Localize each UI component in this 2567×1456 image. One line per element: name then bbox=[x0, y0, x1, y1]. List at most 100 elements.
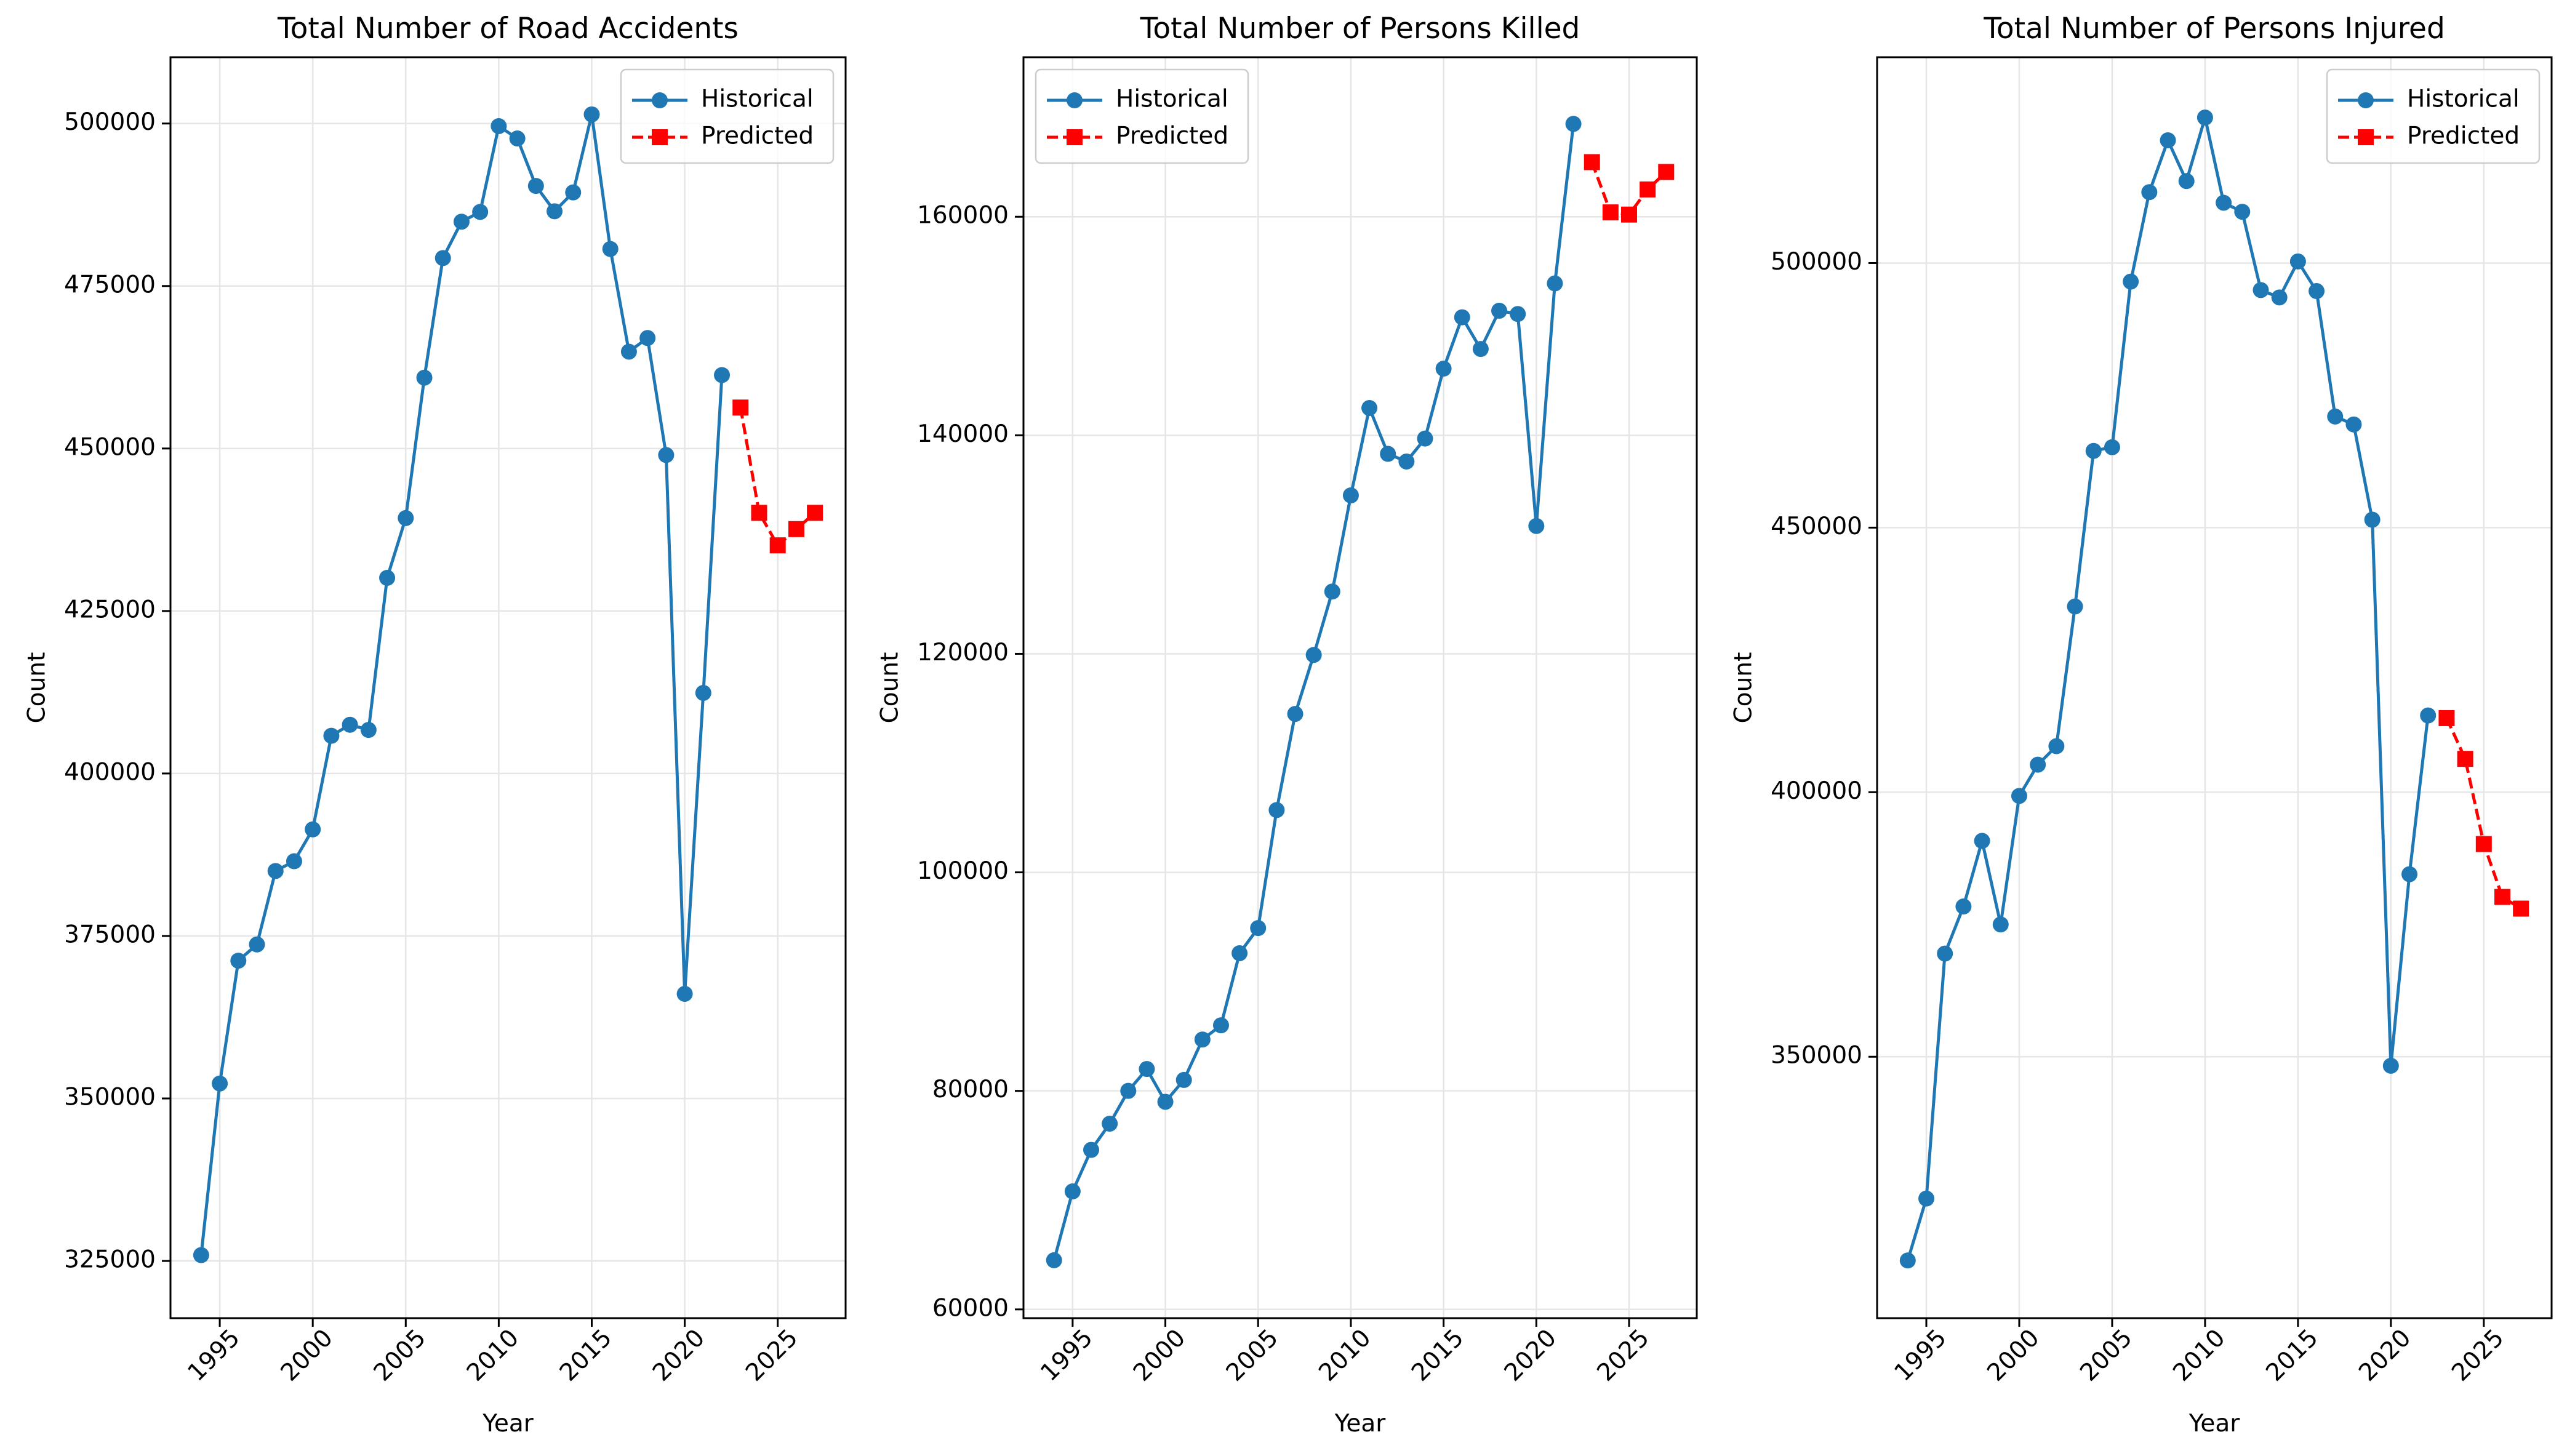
legend-marker-predicted bbox=[2358, 129, 2374, 145]
y-tick-label: 400000 bbox=[64, 758, 156, 786]
historical-point bbox=[398, 510, 414, 526]
historical-point bbox=[2067, 598, 2083, 615]
x-axis-label: Year bbox=[2189, 1410, 2241, 1438]
x-tick-label: 1995 bbox=[1889, 1324, 1952, 1387]
historical-point bbox=[676, 985, 693, 1002]
y-tick-label: 450000 bbox=[1771, 513, 1862, 540]
predicted-point bbox=[2513, 900, 2529, 917]
historical-point bbox=[1231, 945, 1248, 961]
legend-label: Predicted bbox=[1116, 122, 1228, 150]
historical-point bbox=[1510, 306, 1526, 322]
historical-point bbox=[1417, 430, 1433, 447]
historical-point bbox=[267, 863, 284, 879]
predicted-point bbox=[1640, 181, 1656, 198]
historical-point bbox=[2216, 194, 2232, 211]
legend-marker-historical bbox=[1067, 92, 1083, 108]
x-tick-label: 2020 bbox=[647, 1324, 710, 1387]
historical-point bbox=[342, 716, 358, 733]
historical-point bbox=[2085, 442, 2102, 459]
historical-point bbox=[1380, 446, 1396, 462]
historical-point bbox=[1287, 706, 1304, 722]
historical-point bbox=[230, 953, 247, 969]
y-tick-label: 350000 bbox=[1771, 1042, 1862, 1070]
historical-point bbox=[2234, 204, 2251, 220]
historical-point bbox=[212, 1075, 228, 1092]
chart-title: Total Number of Persons Killed bbox=[1140, 12, 1580, 46]
historical-point bbox=[658, 447, 675, 463]
y-axis-label: Count bbox=[23, 652, 51, 724]
x-tick-label: 2005 bbox=[2075, 1324, 2138, 1387]
legend-box bbox=[620, 68, 835, 164]
historical-point bbox=[1102, 1115, 1118, 1132]
historical-point bbox=[1361, 399, 1378, 416]
legend: Historical Predicted bbox=[620, 68, 835, 164]
x-tick-label: 2000 bbox=[1982, 1324, 2045, 1387]
x-axis-label: Year bbox=[1334, 1410, 1387, 1438]
historical-point bbox=[2160, 132, 2176, 148]
y-tick-label: 425000 bbox=[64, 596, 156, 623]
predicted-point bbox=[732, 399, 749, 416]
historical-point bbox=[1139, 1061, 1155, 1078]
historical-point bbox=[1937, 945, 1953, 962]
historical-point bbox=[1398, 453, 1415, 470]
y-tick-label: 80000 bbox=[932, 1076, 1009, 1103]
historical-point bbox=[2289, 253, 2306, 270]
historical-point bbox=[2011, 788, 2027, 804]
historical-point bbox=[1342, 487, 1359, 504]
historical-point bbox=[1064, 1183, 1081, 1200]
historical-point bbox=[1046, 1252, 1062, 1268]
historical-point bbox=[639, 330, 656, 346]
historical-point bbox=[1194, 1031, 1211, 1048]
x-tick-label: 2000 bbox=[1128, 1324, 1191, 1387]
subplot-persons-killed: 1995 2000 2005 2010 2015 2020 2025 60000 80000 10… bbox=[876, 12, 1698, 1438]
historical-point bbox=[2309, 283, 2325, 300]
historical-point bbox=[583, 106, 600, 122]
legend-marker-predicted bbox=[1067, 129, 1083, 145]
chart-title: Total Number of Persons Injured bbox=[1983, 12, 2445, 46]
historical-point bbox=[286, 853, 302, 870]
axes-frame bbox=[1876, 56, 2553, 1319]
x-tick-label: 2010 bbox=[462, 1324, 524, 1387]
x-tick-label: 1995 bbox=[183, 1324, 246, 1387]
axes-frame bbox=[169, 56, 847, 1319]
y-tick-label: 475000 bbox=[64, 271, 156, 298]
x-tick-label: 2010 bbox=[1314, 1324, 1377, 1387]
legend-label: Predicted bbox=[2407, 122, 2520, 150]
historical-point bbox=[2048, 738, 2065, 754]
historical-point bbox=[2141, 184, 2158, 201]
historical-point bbox=[547, 203, 563, 220]
legend-marker-predicted bbox=[652, 129, 668, 145]
y-tick-label: 375000 bbox=[64, 921, 156, 948]
historical-point bbox=[435, 250, 451, 266]
y-tick-label: 500000 bbox=[1771, 248, 1862, 276]
predicted-point bbox=[2494, 889, 2510, 905]
x-tick-label: 2010 bbox=[2168, 1324, 2230, 1387]
historical-point bbox=[695, 684, 711, 701]
y-tick-label: 160000 bbox=[917, 202, 1009, 230]
historical-point bbox=[1992, 916, 2009, 933]
historical-point bbox=[1175, 1071, 1192, 1088]
legend: Historical Predicted bbox=[2326, 68, 2541, 164]
historical-point bbox=[1565, 116, 1582, 132]
x-tick-label: 2020 bbox=[2353, 1324, 2416, 1387]
historical-line bbox=[1906, 116, 2430, 1261]
historical-point bbox=[1547, 275, 1563, 292]
predicted-point bbox=[807, 505, 823, 521]
historical-point bbox=[323, 727, 340, 744]
y-tick-label: 140000 bbox=[917, 420, 1009, 448]
historical-point bbox=[714, 367, 731, 383]
x-tick-label: 2015 bbox=[555, 1324, 617, 1387]
historical-point bbox=[1435, 361, 1452, 377]
historical-point bbox=[453, 214, 470, 230]
historical-point bbox=[602, 241, 619, 257]
historical-point bbox=[1454, 309, 1470, 326]
predicted-point bbox=[2475, 836, 2492, 852]
historical-point bbox=[193, 1247, 209, 1263]
historical-point bbox=[491, 118, 507, 134]
x-tick-label: 2015 bbox=[1406, 1324, 1469, 1387]
predicted-point bbox=[751, 505, 767, 521]
historical-point bbox=[1212, 1017, 1229, 1034]
subplot-persons-injured: 1995 2000 2005 2010 2015 2020 2025 350000 400000… bbox=[1730, 12, 2553, 1438]
x-tick-label: 1995 bbox=[1035, 1324, 1098, 1387]
